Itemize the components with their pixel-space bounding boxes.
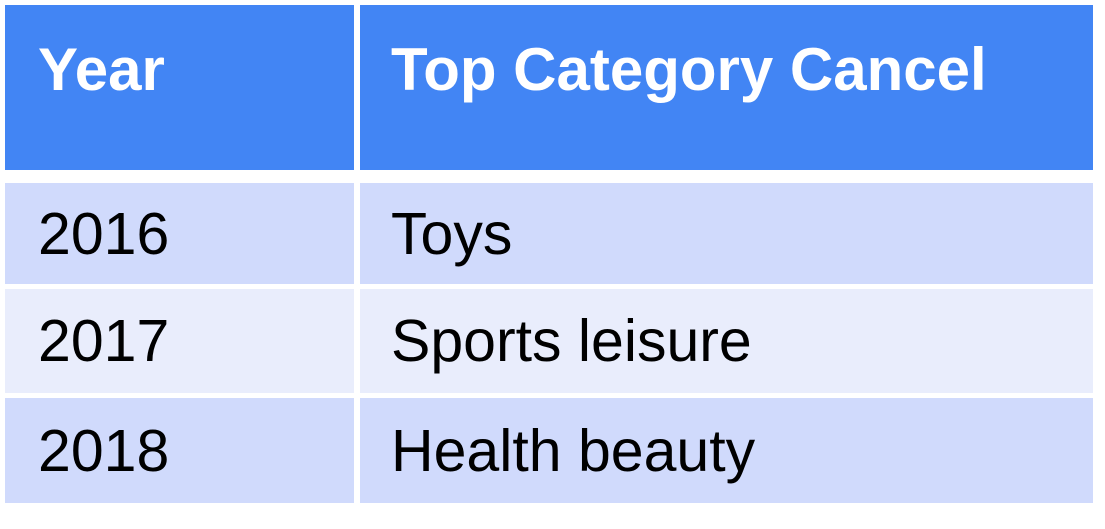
- table-row-2017-category: Sports leisure: [360, 289, 1093, 393]
- header-top-category-cancel: Top Category Cancel: [360, 5, 1093, 170]
- table-row-2017-year: 2017: [5, 289, 354, 393]
- header-year: Year: [5, 5, 354, 170]
- table-row-2018-category: Health beauty: [360, 398, 1093, 503]
- table-row-2016-year: 2016: [5, 183, 354, 284]
- table-row-2016-category: Toys: [360, 183, 1093, 284]
- table-row-2018-year: 2018: [5, 398, 354, 503]
